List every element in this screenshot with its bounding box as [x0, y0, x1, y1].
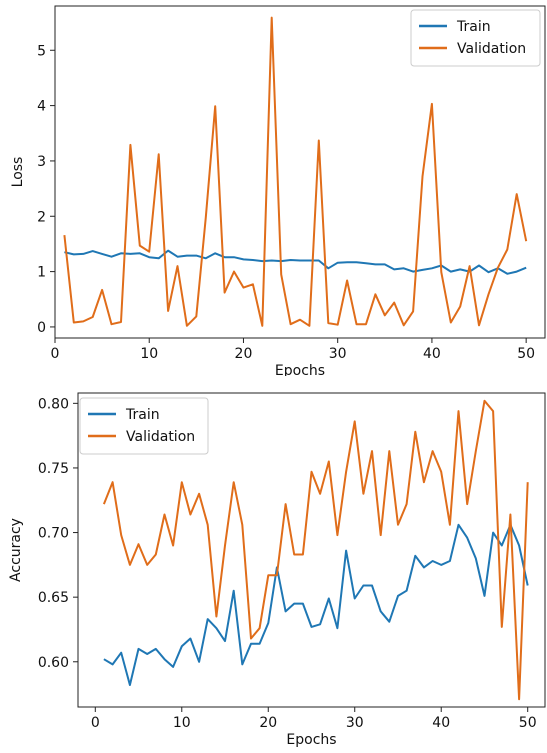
acc-plot-frame	[77, 392, 546, 708]
loss-y-axis-label: Loss	[10, 157, 26, 188]
acc-x-tick-label: 40	[432, 715, 450, 731]
acc-legend-label-validation: Validation	[126, 429, 195, 445]
acc-y-tick-label: 0.60	[38, 655, 69, 671]
acc-series-line-validation	[102, 399, 529, 701]
acc-y-axis-label: Accuracy	[8, 518, 24, 582]
loss-x-tick-label: 20	[235, 346, 253, 362]
acc-legend: Train Validation	[79, 397, 209, 455]
loss-y-tick-label: 0	[37, 320, 46, 336]
loss-y-tick-label: 4	[37, 99, 46, 115]
acc-legend-label-train: Train	[125, 407, 160, 423]
loss-chart: 0 10 20 30 40 50 0 1 2 3 4 5 Epochs Loss Train Validati…	[10, 5, 546, 376]
loss-series-line-validation	[63, 16, 528, 327]
loss-legend-box	[410, 9, 541, 67]
acc-y-tick-label: 0.70	[38, 526, 69, 542]
loss-x-tick-label: 0	[51, 346, 60, 362]
acc-x-tick-label: 30	[346, 715, 364, 731]
loss-y-tick-label: 1	[37, 265, 46, 281]
acc-x-axis-label: Epochs	[286, 732, 336, 748]
loss-legend-label-train: Train	[456, 19, 491, 35]
loss-y-tick-label: 3	[37, 154, 46, 170]
acc-x-tick-label: 0	[91, 715, 100, 731]
loss-y-tick-label: 2	[37, 209, 46, 225]
loss-plot-frame	[54, 5, 546, 339]
loss-x-tick-label: 30	[329, 346, 347, 362]
loss-series-line-train	[64, 249, 527, 275]
loss-x-tick-label: 40	[423, 346, 441, 362]
acc-y-tick-label: 0.65	[38, 590, 69, 606]
acc-x-tick-label: 50	[519, 715, 537, 731]
acc-x-tick-label: 20	[259, 715, 277, 731]
acc-y-tick-label: 0.80	[38, 396, 69, 412]
loss-legend-label-validation: Validation	[457, 41, 526, 57]
loss-y-tick-label: 5	[37, 43, 46, 59]
loss-x-tick-label: 50	[517, 346, 535, 362]
acc-x-tick-label: 10	[173, 715, 191, 731]
loss-x-axis-label: Epochs	[275, 363, 325, 376]
acc-legend-box	[79, 397, 209, 455]
accuracy-chart: 0 10 20 30 40 50 0.60 0.65 0.70 0.75 0.80 Epochs Acc…	[8, 392, 546, 748]
acc-series-line-train	[103, 523, 529, 686]
loss-legend: Train Validation	[410, 9, 541, 67]
loss-x-tick-label: 10	[140, 346, 158, 362]
acc-y-tick-label: 0.75	[38, 461, 69, 477]
